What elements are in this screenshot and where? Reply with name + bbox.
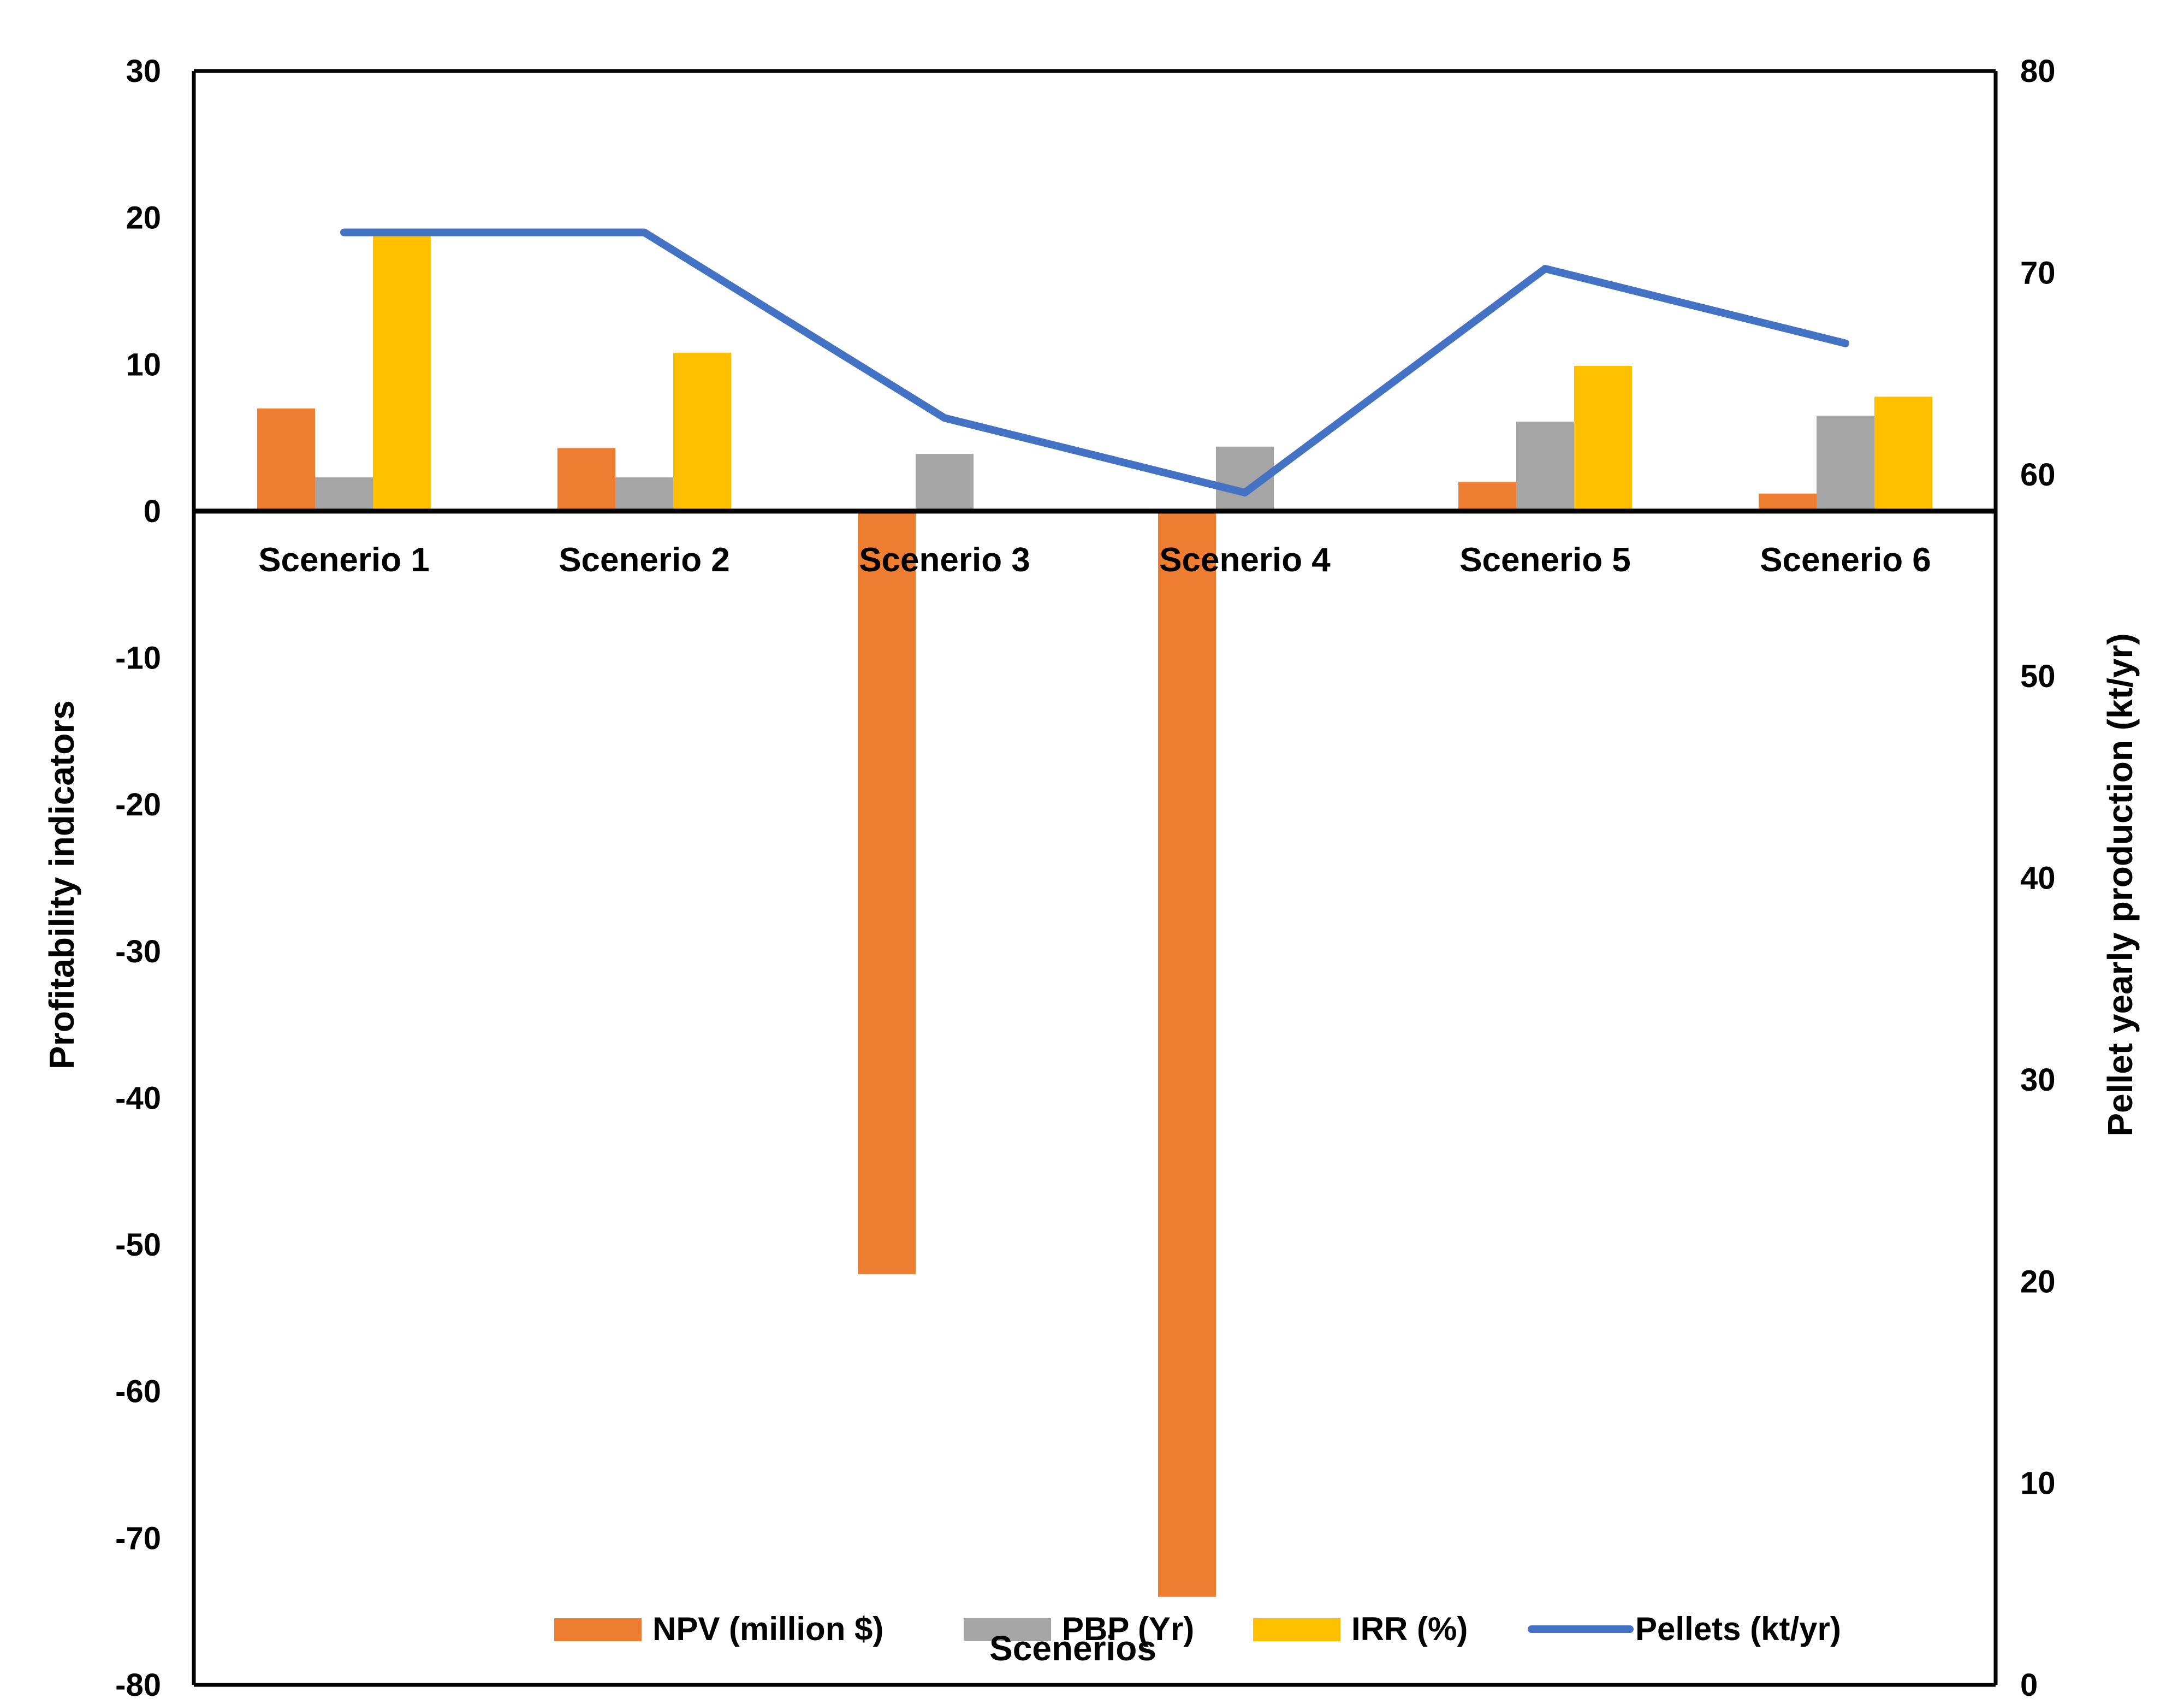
legend-label-npv-million: NPV (million $) (652, 1611, 883, 1647)
legend-label-irr: IRR (%) (1351, 1611, 1468, 1647)
y2-tick-label: 20 (2020, 1264, 2056, 1299)
y-tick-label: -50 (115, 1227, 161, 1263)
y-axis-title: Profitability indicators (42, 700, 81, 1069)
bar-npv-million-5 (1458, 482, 1516, 511)
x-axis-title: Scenerios (989, 1629, 1156, 1668)
legend-swatch-irr (1253, 1618, 1340, 1641)
bar-npv-million-6 (1759, 493, 1817, 511)
y-tick-label: 10 (126, 347, 161, 382)
legend-label-pbp-yr: PBP (Yr) (1062, 1611, 1194, 1647)
y-tick-label: 30 (126, 54, 161, 89)
bar-irr-5 (1574, 365, 1632, 511)
y2-tick-label: 50 (2020, 659, 2056, 694)
category-labels-group: Scenerio 1 Scenerio 2 Scenerio 3 Scenerio 4… (258, 541, 1931, 579)
legend: NPV (million $) PBP (Yr) IRR (%) Pellets (k… (554, 1611, 1841, 1647)
bar-npv-million-2 (557, 448, 615, 511)
bar-npv-million-1 (257, 408, 315, 511)
y-tick-label: -70 (115, 1520, 161, 1556)
y-tick-label: -30 (115, 934, 161, 969)
y2-tick-label: 70 (2020, 255, 2056, 291)
bar-npv-million-3 (858, 511, 916, 1274)
y-tick-label: -60 (115, 1374, 161, 1410)
legend-swatch-pbp-yr (964, 1618, 1051, 1641)
y2-tick-label: 80 (2020, 54, 2056, 89)
y-tick-label: 0 (144, 494, 161, 529)
bar-pbp-yr-2 (615, 477, 673, 511)
bar-pbp-yr-5 (1516, 422, 1574, 511)
bar-irr-6 (1874, 397, 1932, 511)
y-tick-label: 20 (126, 200, 161, 236)
bar-irr-1 (373, 232, 431, 511)
bar-pbp-yr-3 (916, 454, 974, 511)
ticks-group: 30 20 10 0 -10 -20 -30 -40 -50 -60 -70 -80 80 70 60 50 4… (115, 54, 2055, 1703)
line-pellets-kt-yr (340, 228, 1849, 496)
legend-label-pellets-kt-yr: Pellets (kt/yr) (1635, 1611, 1841, 1647)
category-label-2: Scenerio 2 (559, 541, 730, 579)
bar-npv-million-4 (1158, 511, 1216, 1597)
y-tick-label: -10 (115, 641, 161, 676)
y2-tick-label: 60 (2020, 457, 2056, 493)
y-tick-label: -80 (115, 1667, 161, 1703)
category-label-6: Scenerio 6 (1760, 541, 1931, 579)
category-label-5: Scenerio 5 (1459, 541, 1631, 579)
y-tick-label: -40 (115, 1080, 161, 1116)
y2-tick-label: 30 (2020, 1062, 2056, 1098)
bar-pbp-yr-1 (315, 477, 373, 511)
category-label-1: Scenerio 1 (258, 541, 430, 579)
y2-tick-label: 10 (2020, 1466, 2056, 1501)
bars-group (257, 232, 1932, 1597)
bar-pbp-yr-6 (1817, 416, 1874, 511)
legend-swatch-npv-million (554, 1618, 642, 1641)
line-group (340, 228, 1849, 496)
y2-tick-label: 40 (2020, 861, 2056, 896)
y2-tick-label: 0 (2020, 1667, 2038, 1703)
axes-group (192, 69, 1998, 1687)
y2-axis-title: Pellet yearly production (kt/yr) (2100, 633, 2140, 1136)
category-label-3: Scenerio 3 (859, 541, 1030, 579)
category-label-4: Scenerio 4 (1159, 541, 1331, 579)
bar-irr-2 (673, 352, 731, 511)
y-tick-label: -20 (115, 787, 161, 823)
